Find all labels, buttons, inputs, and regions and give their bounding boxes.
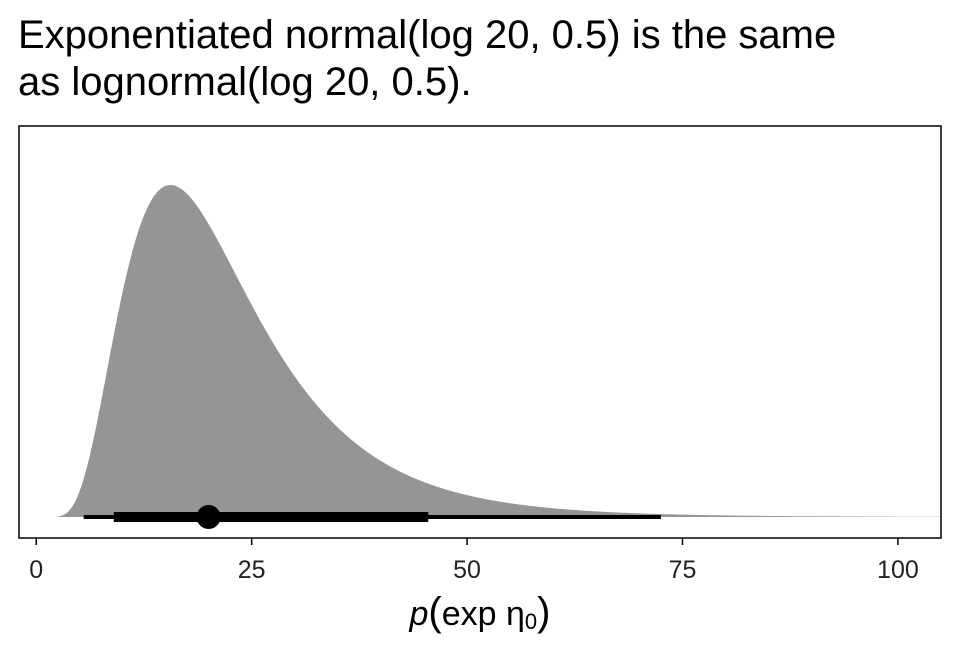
x-axis-title-close-paren: ) bbox=[537, 590, 550, 634]
x-tick-label: 50 bbox=[453, 556, 481, 584]
x-tick-label: 0 bbox=[29, 556, 43, 584]
x-axis-title: p(exp η0) bbox=[0, 590, 960, 644]
x-axis-title-func: exp η bbox=[442, 595, 525, 633]
x-tick-label: 25 bbox=[238, 556, 266, 584]
x-axis: 0 25 50 75 100 bbox=[29, 538, 918, 584]
x-tick-label: 75 bbox=[669, 556, 697, 584]
x-axis-title-var: p bbox=[409, 595, 428, 633]
x-tick-label: 100 bbox=[877, 556, 919, 584]
density-area bbox=[55, 185, 941, 517]
point-estimate-marker bbox=[197, 505, 221, 529]
x-axis-title-subscript: 0 bbox=[525, 609, 537, 634]
x-axis-title-open-paren: ( bbox=[428, 590, 441, 634]
